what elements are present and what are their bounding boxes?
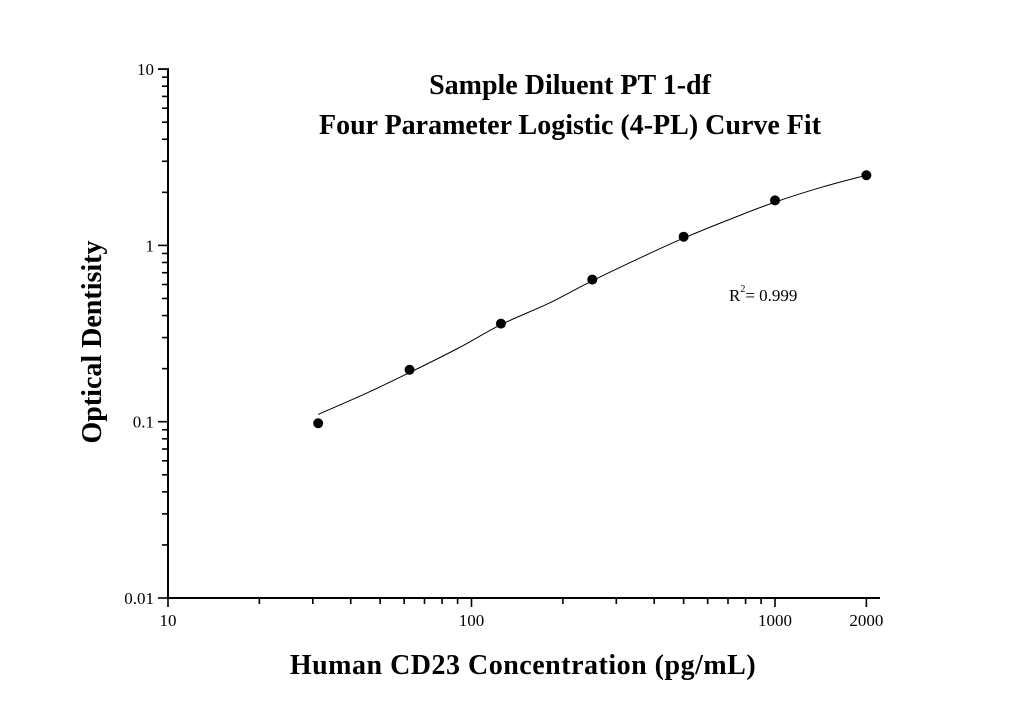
chart-title: Sample Diluent PT 1-df — [429, 70, 711, 101]
x-tick-label: 100 — [459, 611, 485, 630]
axes: 0.01 0.1 1 10 10 100 1000 2000 — [124, 60, 883, 630]
data-point — [495, 318, 506, 329]
data-point — [861, 170, 872, 181]
r-squared-annotation: R2= 0.999 — [729, 284, 798, 306]
y-tick-label: 1 — [146, 236, 155, 255]
data-point — [678, 231, 689, 242]
x-axis-label: Human CD23 Concentration (pg/mL) — [289, 650, 757, 681]
chart-subtitle: Four Parameter Logistic (4-PL) Curve Fit — [318, 110, 822, 141]
x-tick-label: 10 — [160, 611, 177, 630]
data-point — [313, 418, 324, 429]
data-point — [404, 364, 415, 375]
y-tick-label: 0.01 — [124, 589, 154, 608]
data-point — [587, 274, 598, 285]
x-tick-label: 1000 — [758, 611, 792, 630]
r2-value: = 0.999 — [745, 286, 798, 305]
data-points — [313, 170, 872, 429]
r2-label: R — [729, 286, 741, 305]
x-tick-label: 2000 — [849, 611, 883, 630]
y-tick-label: 0.1 — [133, 413, 154, 432]
y-axis-label: Optical Dentisity — [77, 240, 108, 444]
y-tick-label: 10 — [137, 60, 154, 79]
data-point — [770, 195, 780, 206]
r2-superscript: 2 — [740, 284, 746, 295]
